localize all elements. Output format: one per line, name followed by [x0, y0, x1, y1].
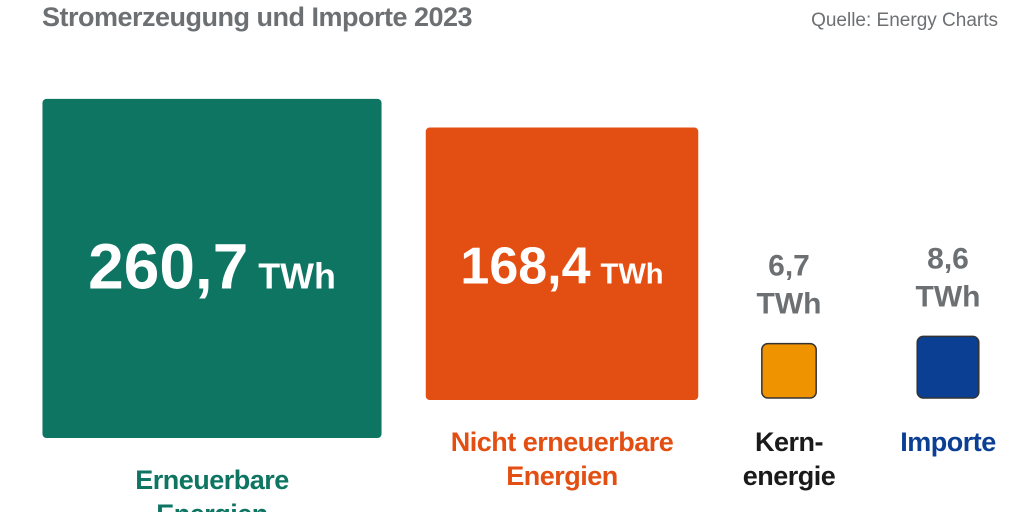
category-label: Erneuerbare Energien: [135, 465, 289, 512]
square: [42, 98, 382, 438]
unit: TWh: [601, 259, 664, 291]
value-label: 6,7: [768, 250, 810, 283]
square: [916, 335, 980, 399]
unit-label: TWh: [757, 288, 822, 321]
category-label: Kern- energie: [742, 427, 836, 491]
value: 168,4: [460, 238, 590, 296]
chart-title: Stromerzeugung und Importe 2023: [42, 2, 473, 32]
category-label: Nicht erneuerbare Energien: [450, 427, 674, 491]
source: Quelle: Energy Charts: [811, 10, 998, 31]
category-label: Importe: [900, 427, 996, 457]
unit-label: TWh: [916, 280, 981, 313]
unit: TWh: [258, 256, 336, 296]
value-label: 168,4 TWh: [460, 238, 663, 296]
value: 260,7: [88, 230, 248, 302]
square: [761, 342, 817, 399]
value-label: 260,7 TWh: [88, 230, 336, 302]
square: [425, 127, 699, 400]
value-label: 8,6: [927, 242, 969, 275]
